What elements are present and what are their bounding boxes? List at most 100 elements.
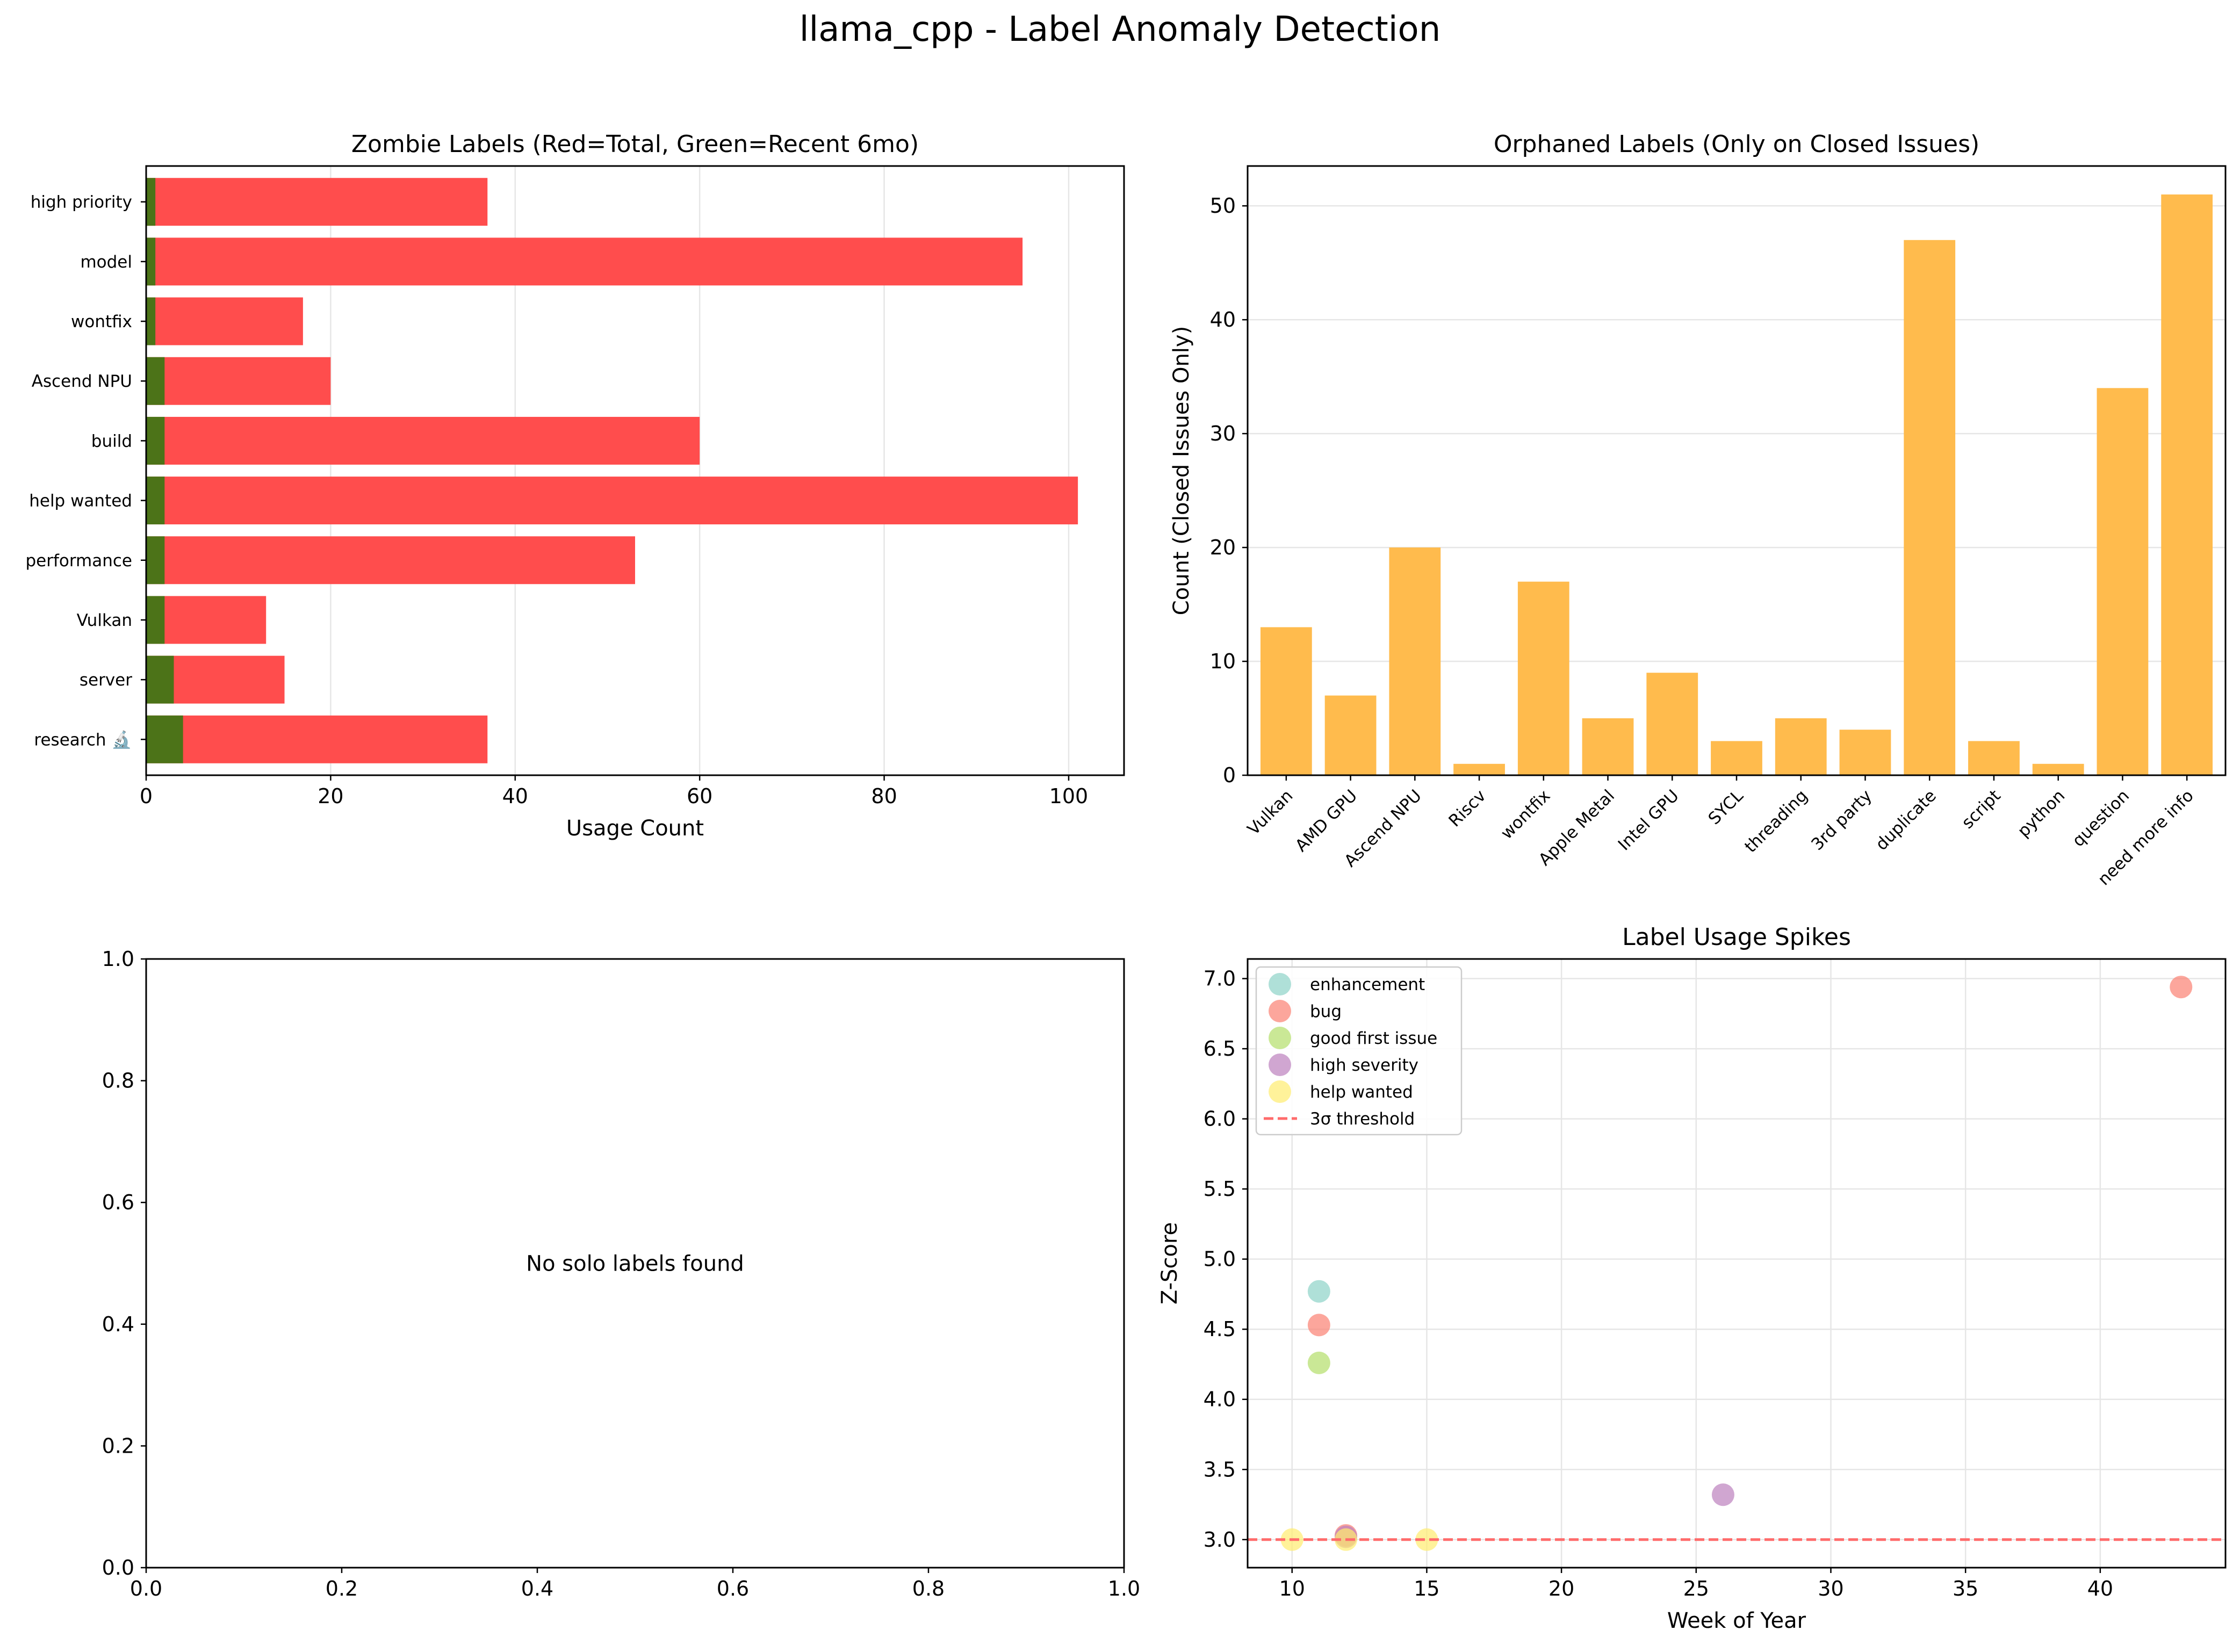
bar [2032,763,2084,775]
y-tick-label: model [80,253,132,272]
y-tick-label: 40 [1210,308,1236,331]
bar-total [146,596,267,644]
y-tick-label: performance [25,551,132,571]
bar-total [146,715,488,763]
chart-title: Orphaned Labels (Only on Closed Issues) [1494,131,1979,158]
legend-label: bug [1310,1002,1342,1021]
bar [2097,388,2149,775]
bar [1775,718,1827,775]
x-tick-label: 30 [1818,1577,1843,1600]
x-tick-label: 0.2 [326,1577,358,1600]
bar-recent [146,237,156,286]
x-tick-label: wontfix [1497,786,1554,843]
y-tick-label: high priority [31,193,132,212]
x-tick-label: SYCL [1705,786,1748,829]
bar-total [146,178,488,226]
y-axis-label: Count (Closed Issues Only) [1169,326,1194,615]
legend-marker [1269,973,1291,995]
scatter-point [1307,1351,1330,1374]
chart-title: Zombie Labels (Red=Total, Green=Recent 6… [351,131,919,158]
y-tick-label: 1.0 [102,947,134,971]
x-tick-label: 35 [1953,1577,1978,1600]
x-tick-label: Intel GPU [1615,786,1683,854]
bar [1646,673,1698,775]
bar [1839,730,1891,775]
bar [1904,240,1956,775]
bar-total [146,536,635,585]
solo-labels-axes-frame [145,958,1125,1569]
x-tick-label: Riscv [1445,786,1489,831]
y-tick-label: 30 [1210,422,1236,445]
x-tick-label: 100 [1049,784,1089,808]
x-tick-label: 0.0 [130,1577,162,1600]
y-tick-label: 0 [1223,763,1236,787]
bar-recent [146,357,165,405]
legend-label: high severity [1310,1056,1418,1075]
bar-recent [146,715,183,763]
x-tick-label: 10 [1279,1577,1305,1600]
bar [1711,741,1762,775]
legend-marker [1269,1080,1291,1103]
bar-recent [146,655,174,704]
y-tick-label: server [80,670,132,690]
bar [1260,627,1312,775]
y-tick-label: 4.5 [1204,1317,1236,1341]
legend-marker [1269,1027,1291,1049]
y-tick-label: 0.8 [102,1069,134,1093]
x-tick-label: duplicate [1872,786,1940,854]
bar [1389,547,1441,775]
y-tick-label: Vulkan [77,611,132,630]
y-tick-label: 4.0 [1204,1388,1236,1411]
x-tick-label: threading [1741,786,1811,856]
x-tick-label: 0.8 [912,1577,945,1600]
scatter-point [1711,1483,1734,1506]
x-tick-label: 40 [502,784,528,808]
y-tick-label: help wanted [29,492,132,511]
scatter-point [1415,1528,1438,1551]
bar-total [146,237,1023,286]
x-tick-label: 60 [687,784,712,808]
x-tick-label: 80 [871,784,897,808]
y-tick-label: Ascend NPU [32,372,132,391]
scatter-point [1307,1314,1330,1337]
y-tick-label: 50 [1210,194,1236,218]
y-tick-label: 3.5 [1204,1458,1236,1481]
bar-recent [146,596,165,644]
x-axis-label: Week of Year [1667,1608,1806,1633]
bar [1324,695,1377,775]
y-tick-label: 7.0 [1204,967,1236,991]
bar [1968,741,2020,775]
x-tick-label: AMD GPU [1292,786,1361,855]
bar-total [146,297,303,345]
bar-total [146,416,700,465]
bar-recent [146,178,156,226]
x-tick-label: 40 [2087,1577,2113,1600]
bar-recent [146,477,165,525]
y-tick-label: 0.4 [102,1312,134,1336]
legend-marker [1269,1000,1291,1022]
y-tick-label: 6.0 [1204,1107,1236,1131]
y-tick-label: 5.0 [1204,1247,1236,1271]
bar [1582,718,1634,775]
zombie-axes-frame [145,165,1125,776]
scatter-point [2170,976,2193,999]
bar [1517,581,1569,775]
x-tick-label: Vulkan [1244,786,1297,839]
legend-label: enhancement [1310,975,1425,994]
legend-box [1255,966,1463,1136]
legend-label: help wanted [1310,1083,1413,1102]
bar-total [146,357,331,405]
bar [1453,763,1505,775]
x-tick-label: 0 [140,784,153,808]
y-tick-label: 0.2 [102,1434,134,1458]
orphaned-axes-frame [1247,165,2227,776]
x-tick-label: 20 [1548,1577,1574,1600]
x-axis-label: Usage Count [566,816,704,841]
x-tick-label: script [1958,786,2005,833]
y-tick-label: 20 [1210,536,1236,559]
x-tick-label: 0.4 [521,1577,553,1600]
bar-total [146,477,1078,525]
bar-recent [146,416,165,465]
y-tick-label: 6.5 [1204,1037,1236,1061]
